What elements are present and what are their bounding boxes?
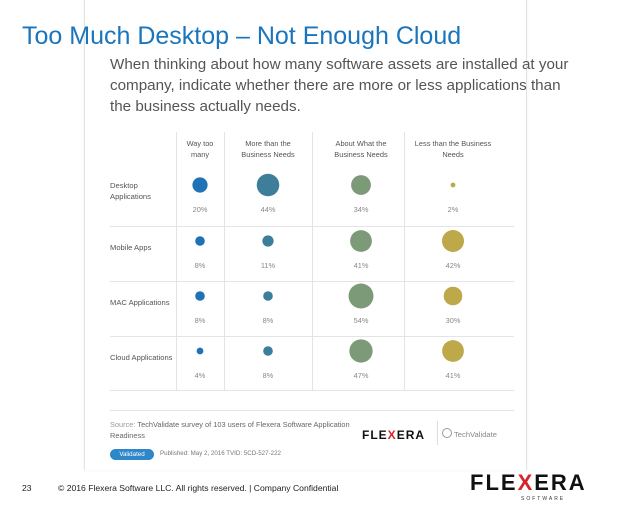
value-label-mobile-less-than-needs: 42% bbox=[446, 261, 461, 270]
value-label-mac-about-what-needs: 54% bbox=[354, 316, 369, 325]
source-label: Source: bbox=[110, 420, 136, 429]
techvalidate-icon bbox=[442, 428, 452, 438]
bubble-mobile-way-too-many bbox=[195, 236, 205, 246]
row-label-mac: MAC Applications bbox=[110, 298, 170, 307]
value-label-cloud-about-what-needs: 47% bbox=[354, 371, 369, 380]
value-label-mobile-more-than-needs: 11% bbox=[261, 261, 276, 270]
column-header-about-what-needs: About What the Business Needs bbox=[334, 139, 388, 159]
value-label-mac-more-than-needs: 8% bbox=[263, 316, 274, 325]
bubble-cloud-more-than-needs bbox=[263, 346, 273, 356]
value-label-desktop-less-than-needs: 2% bbox=[448, 205, 459, 214]
row-label-desktop: Desktop Applications bbox=[110, 181, 151, 201]
survey-source: Source: TechValidate survey of 103 users… bbox=[110, 419, 350, 441]
grid-divider bbox=[224, 132, 225, 390]
question-line: the business actually needs. bbox=[110, 98, 301, 115]
survey-question: When thinking about how many software as… bbox=[110, 54, 569, 117]
column-header-more-than-needs: More than the Business Needs bbox=[241, 139, 295, 159]
bubble-mobile-more-than-needs bbox=[262, 235, 274, 247]
column-header-way-too-many: Way too many bbox=[186, 139, 214, 159]
bubble-mac-about-what-needs bbox=[348, 283, 374, 309]
question-line: company, indicate whether there are more… bbox=[110, 77, 561, 94]
flexera-logo-subtitle: SOFTWARE bbox=[521, 496, 566, 502]
grid-divider bbox=[110, 336, 514, 337]
flexera-logo-small: FLEXERA bbox=[362, 428, 426, 442]
value-label-desktop-more-than-needs: 44% bbox=[261, 205, 276, 214]
copyright-text: © 2016 Flexera Software LLC. All rights … bbox=[58, 483, 339, 493]
bubble-mobile-less-than-needs bbox=[441, 229, 465, 253]
value-label-cloud-less-than-needs: 41% bbox=[446, 371, 461, 380]
techvalidate-logo: TechValidate bbox=[442, 428, 497, 439]
bubble-cloud-less-than-needs bbox=[442, 340, 464, 362]
bubble-desktop-about-what-needs bbox=[351, 175, 371, 195]
bubble-desktop-more-than-needs bbox=[256, 173, 280, 197]
grid-divider bbox=[176, 132, 177, 390]
published-info: Published: May 2, 2016 TVID: 5CD-527-222 bbox=[160, 450, 281, 457]
grid-divider bbox=[110, 226, 514, 227]
bubble-mobile-about-what-needs bbox=[350, 230, 372, 252]
logo-divider bbox=[437, 421, 438, 445]
value-label-desktop-way-too-many: 20% bbox=[193, 205, 208, 214]
bubble-cloud-way-too-many bbox=[196, 347, 204, 355]
value-label-cloud-more-than-needs: 8% bbox=[263, 371, 274, 380]
bubble-mac-more-than-needs bbox=[263, 291, 273, 301]
value-label-mobile-about-what-needs: 41% bbox=[354, 261, 369, 270]
value-label-mac-less-than-needs: 30% bbox=[446, 316, 461, 325]
question-line: When thinking about how many software as… bbox=[110, 56, 569, 73]
grid-divider bbox=[110, 390, 514, 391]
grid-divider bbox=[110, 410, 514, 411]
bubble-mac-way-too-many bbox=[195, 291, 205, 301]
slide-title: Too Much Desktop – Not Enough Cloud bbox=[22, 22, 462, 50]
row-label-mobile: Mobile Apps bbox=[110, 243, 152, 252]
bubble-mac-less-than-needs bbox=[443, 286, 463, 306]
value-label-mobile-way-too-many: 8% bbox=[195, 261, 206, 270]
page-number: 23 bbox=[22, 483, 32, 493]
value-label-desktop-about-what-needs: 34% bbox=[354, 205, 369, 214]
grid-divider bbox=[404, 132, 405, 390]
bubble-cloud-about-what-needs bbox=[349, 339, 373, 363]
grid-divider bbox=[312, 132, 313, 390]
value-label-mac-way-too-many: 8% bbox=[195, 316, 206, 325]
column-header-less-than-needs: Less than the Business Needs bbox=[414, 139, 492, 159]
bubble-desktop-less-than-needs bbox=[450, 182, 456, 188]
validated-badge: Validated bbox=[110, 449, 154, 460]
grid-divider bbox=[110, 281, 514, 282]
bubble-desktop-way-too-many bbox=[192, 177, 208, 193]
value-label-cloud-way-too-many: 4% bbox=[195, 371, 206, 380]
source-text: TechValidate survey of 103 users of Flex… bbox=[110, 420, 350, 440]
flexera-logo: FLEXERA bbox=[470, 470, 587, 495]
row-label-cloud: Cloud Applications bbox=[110, 353, 173, 362]
